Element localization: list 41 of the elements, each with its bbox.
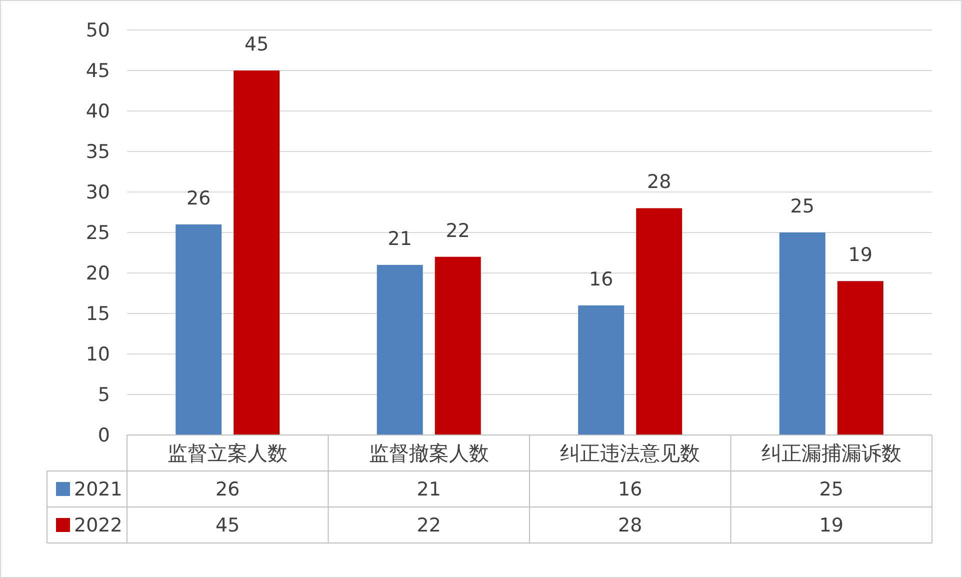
data-label: 25 [819,478,844,501]
annotation: 19 [848,244,872,266]
y-tick-label: 15 [86,303,110,326]
annotation: 16 [589,268,614,290]
y-tick-label: 35 [86,141,110,164]
legend-label: 2021 [74,478,122,501]
annotation: 26 [186,187,211,210]
y-tick-label: 40 [86,100,110,123]
y-tick-label: 45 [86,60,110,82]
x-tick-label: 纠正违法意见数 [560,441,700,465]
bar [636,208,682,435]
bar [176,224,222,435]
y-tick-label: 50 [86,20,110,42]
y-tick-label: 10 [86,344,110,366]
annotation: 21 [388,228,412,250]
data-label: 26 [216,478,240,501]
annotation: 28 [647,171,672,194]
data-label: 22 [416,514,441,537]
data-label: 45 [216,514,240,537]
data-label: 19 [819,514,844,537]
y-tick-label: 20 [86,262,110,285]
y-tick-label: 30 [86,182,110,204]
bar [578,305,624,435]
y-tick-label: 0 [98,424,110,447]
data-label: 21 [416,478,441,501]
bar [376,264,423,435]
data-label: 28 [618,514,642,537]
annotation: 22 [446,220,470,242]
y-tick-label: 5 [98,384,110,406]
bar [837,281,884,435]
x-tick-label: 监督撤案人数 [368,441,489,465]
bar [779,232,826,435]
data-label: 16 [618,478,642,501]
y-tick-label: 25 [86,222,110,244]
annotation: 45 [244,34,269,56]
bar [234,70,280,435]
annotation: 25 [790,196,814,218]
legend-label: 2022 [74,514,122,537]
x-tick-label: 纠正漏捕漏诉数 [761,441,902,465]
x-tick-label: 监督立案人数 [168,441,288,465]
bar [434,256,481,435]
